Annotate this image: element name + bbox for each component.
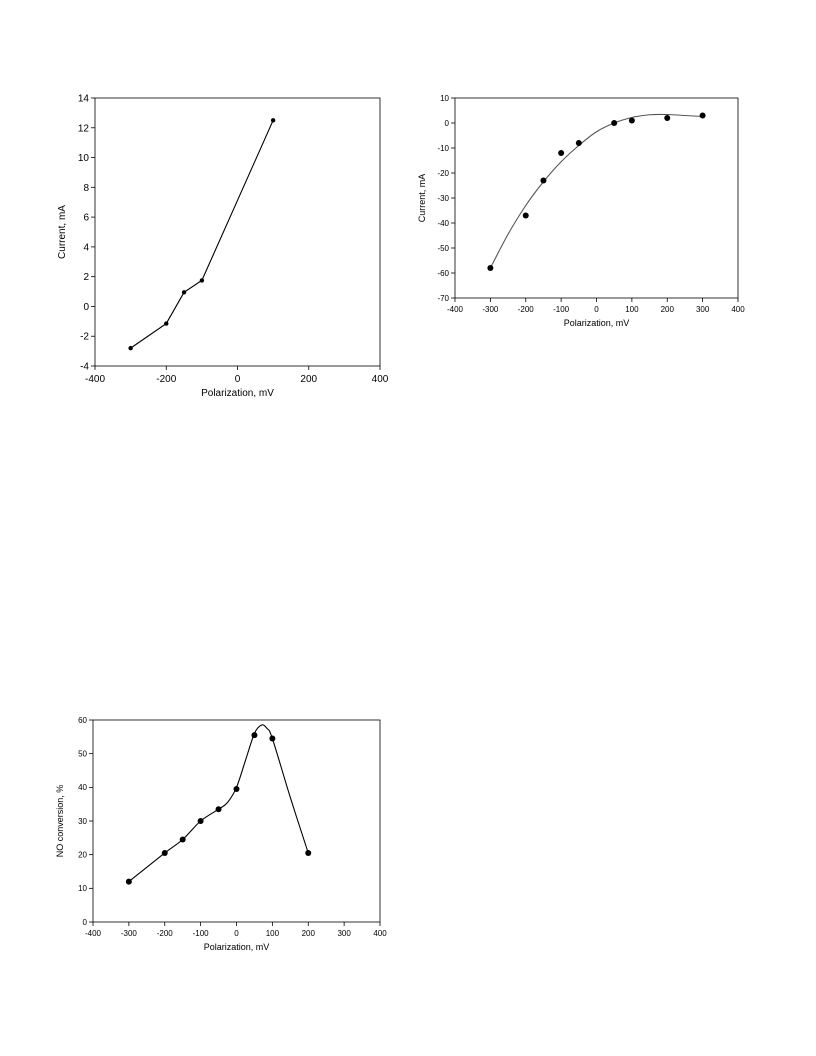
data-point xyxy=(197,818,204,824)
x-axis-label: Polarization, mV xyxy=(564,318,630,328)
x-axis-label: Polarization, mV xyxy=(204,942,270,952)
y-axis-label: NO conversion, % xyxy=(55,785,65,858)
smooth-curve xyxy=(128,724,309,883)
x-axis-label: Polarization, mV xyxy=(201,388,274,399)
x-tick-label: -300 xyxy=(482,305,499,314)
data-point xyxy=(270,118,276,123)
chart-current-1-svg: -400 -200 0 200 400 -4 -2 0 2 4 6 8 10 12 14 Polarizati… xyxy=(57,94,389,400)
y-tick-label: 20 xyxy=(78,850,87,859)
data-point xyxy=(233,786,240,793)
data-point xyxy=(181,290,187,295)
data-point xyxy=(699,112,706,119)
x-tick-label: 100 xyxy=(625,305,639,314)
y-tick-label: -70 xyxy=(437,294,449,303)
data-point xyxy=(128,345,133,351)
y-tick-label: 0 xyxy=(445,119,450,128)
series-line xyxy=(130,120,274,349)
x-tick-label: -200 xyxy=(518,305,535,314)
y-tick-label: 14 xyxy=(78,94,90,105)
chart-current-2: -400 -300 -200 -100 0 100 200 300 400 -70 -60 -50 -4… xyxy=(410,85,755,345)
x-tick-label: -300 xyxy=(121,929,138,938)
data-point xyxy=(664,115,671,121)
data-point xyxy=(611,120,618,126)
data-point xyxy=(164,321,169,326)
y-tick-label: 60 xyxy=(78,716,87,725)
y-tick-label: -2 xyxy=(80,332,89,343)
y-tick-label: 6 xyxy=(83,213,89,224)
x-tick-label: 400 xyxy=(731,305,745,314)
data-point xyxy=(125,878,132,885)
x-tick-label: 0 xyxy=(234,929,239,938)
plot-frame xyxy=(94,97,381,367)
y-tick-label: 0 xyxy=(83,302,89,313)
y-tick-label: 10 xyxy=(440,94,449,103)
x-tick-label: 400 xyxy=(373,929,387,938)
y-tick-label: 50 xyxy=(78,749,87,758)
x-tick-label: -400 xyxy=(85,374,105,385)
x-tick-label: 0 xyxy=(594,305,599,314)
chart-no-conversion: -400 -300 -200 -100 0 100 200 300 400 0 10 20 30 40 50… xyxy=(55,705,400,965)
data-point xyxy=(269,735,276,742)
data-point xyxy=(215,806,222,813)
data-point xyxy=(487,265,494,271)
chart-current-2-svg: -400 -300 -200 -100 0 100 200 300 400-70-60-50-4… xyxy=(417,94,745,328)
chart-current-1: -400 -200 0 200 400 -4 -2 0 2 4 6 8 10 12 14 Polarizati… xyxy=(50,85,395,430)
y-tick-label: -20 xyxy=(437,169,449,178)
y-tick-label: 12 xyxy=(78,123,90,134)
x-tick-label: 200 xyxy=(661,305,675,314)
y-tick-label: -10 xyxy=(437,144,449,153)
y-tick-label: -60 xyxy=(437,269,449,278)
data-point xyxy=(558,150,565,156)
y-tick-label: 40 xyxy=(78,783,87,792)
x-tick-label: -100 xyxy=(193,929,210,938)
x-tick-label: 400 xyxy=(372,374,389,385)
y-tick-label: -30 xyxy=(437,194,449,203)
x-tick-label: 100 xyxy=(266,929,280,938)
x-tick-label: 0 xyxy=(235,374,241,385)
y-tick-label: 2 xyxy=(83,272,89,283)
y-tick-label: 8 xyxy=(83,183,89,194)
data-point xyxy=(161,849,168,856)
data-point xyxy=(251,732,258,739)
data-point xyxy=(305,849,312,856)
y-tick-label: -40 xyxy=(437,219,449,228)
data-point xyxy=(522,212,529,219)
y-tick-label: -50 xyxy=(437,244,449,253)
data-point xyxy=(575,140,582,146)
fit-curve xyxy=(489,113,703,269)
y-tick-label: -4 xyxy=(80,362,89,373)
x-tick-label: -100 xyxy=(553,305,570,314)
x-tick-label: 200 xyxy=(300,374,317,385)
y-axis-label: Current, mA xyxy=(57,205,68,259)
x-tick-label: -400 xyxy=(85,929,102,938)
plot-frame xyxy=(92,719,381,923)
chart-no-conversion-svg: -400 -300 -200 -100 0 100 200 300 400 0 10 20 30 40 50… xyxy=(55,716,387,952)
data-point xyxy=(199,278,205,283)
y-tick-label: 10 xyxy=(78,153,90,164)
plot-frame xyxy=(454,97,739,299)
data-point xyxy=(179,836,186,843)
y-tick-label: 0 xyxy=(83,918,88,927)
x-tick-label: 300 xyxy=(696,305,710,314)
y-tick-label: 30 xyxy=(78,817,87,826)
x-tick-label: -200 xyxy=(156,374,176,385)
x-tick-label: 200 xyxy=(302,929,316,938)
x-tick-label: 300 xyxy=(337,929,351,938)
y-tick-label: 10 xyxy=(78,884,87,893)
data-point xyxy=(540,177,547,184)
y-tick-label: 4 xyxy=(83,242,89,253)
x-tick-label: -200 xyxy=(157,929,174,938)
x-tick-label: -400 xyxy=(447,305,464,314)
data-point xyxy=(628,117,635,124)
y-axis-label: Current, mA xyxy=(417,174,427,223)
